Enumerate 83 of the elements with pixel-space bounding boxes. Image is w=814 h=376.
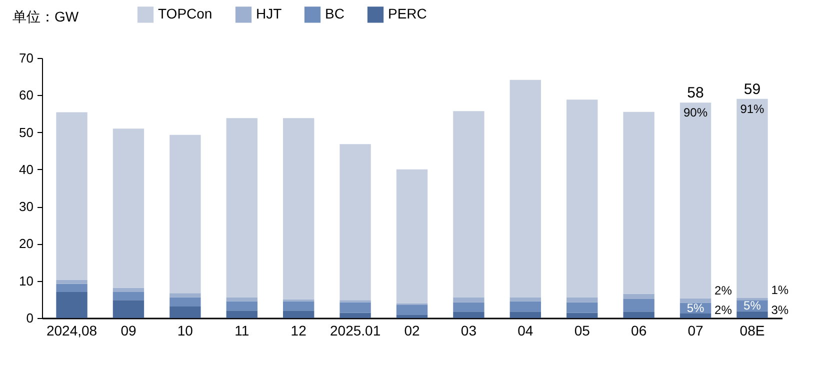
annotation: 5% <box>686 301 705 316</box>
y-tick-label: 60 <box>19 88 34 103</box>
bar <box>226 297 258 302</box>
bar <box>453 312 484 318</box>
y-tick-label: 70 <box>19 50 34 66</box>
bar <box>623 299 654 312</box>
annotation: 90% <box>684 106 708 120</box>
bar <box>112 300 144 318</box>
bar <box>226 310 258 318</box>
legend-label: TOPCon <box>158 6 212 22</box>
bar <box>510 301 542 312</box>
bar <box>282 301 314 311</box>
bar <box>282 310 314 318</box>
bar <box>453 302 484 312</box>
legend-label: PERC <box>388 6 427 22</box>
x-tick-label: 03 <box>460 322 477 338</box>
x-tick-label: 10 <box>177 322 194 338</box>
bar <box>340 302 371 313</box>
bar <box>340 144 371 300</box>
y-tick-label: 0 <box>26 310 34 326</box>
annotation: 2% <box>714 303 732 317</box>
x-tick-label: 04 <box>518 322 534 338</box>
annotation: 3% <box>771 303 789 317</box>
y-tick-label: 40 <box>19 162 34 177</box>
bar <box>453 297 484 302</box>
bar <box>396 315 428 318</box>
y-tick-label: 10 <box>19 273 34 288</box>
bar <box>112 292 144 300</box>
bar <box>623 312 654 318</box>
y-axis-title: 单位：GW <box>12 8 80 24</box>
bar <box>56 280 88 284</box>
annotation: 5% <box>744 298 762 313</box>
bar <box>566 312 598 318</box>
x-tick-label: 06 <box>631 322 647 338</box>
bar <box>566 100 598 298</box>
bar <box>680 298 712 303</box>
bar <box>510 297 542 302</box>
bar <box>510 80 542 298</box>
bar <box>680 102 712 298</box>
bar <box>112 288 144 292</box>
x-tick-label: 05 <box>574 322 590 338</box>
bar <box>623 112 654 294</box>
bar <box>566 302 598 313</box>
bar <box>56 292 88 318</box>
bar <box>170 134 201 294</box>
bar <box>510 312 542 318</box>
legend-label: BC <box>325 6 344 22</box>
bar <box>566 297 598 302</box>
x-tick-label: 02 <box>404 322 420 338</box>
bar <box>340 312 371 318</box>
annotation: 91% <box>740 102 765 116</box>
bar <box>170 297 201 306</box>
bar <box>680 314 712 318</box>
y-tick-label: 20 <box>19 236 34 252</box>
bar <box>396 304 428 316</box>
annotation: 1% <box>771 282 789 297</box>
x-tick-label: 2024,08 <box>46 322 98 338</box>
bar <box>170 293 201 298</box>
x-tick-label: 08E <box>740 322 765 338</box>
y-tick-label: 30 <box>19 199 34 214</box>
bar <box>736 98 768 298</box>
bar <box>282 118 314 300</box>
bar <box>453 111 484 298</box>
x-tick-label: 2025.01 <box>330 322 381 338</box>
bar <box>112 128 144 288</box>
bar <box>170 306 201 318</box>
bar <box>736 298 768 300</box>
x-tick-label: 09 <box>120 322 136 338</box>
y-tick-label: 50 <box>19 124 34 140</box>
bar <box>396 169 428 304</box>
annotation: 2% <box>714 283 732 298</box>
legend-label: HJT <box>256 6 282 22</box>
bar <box>623 294 654 300</box>
x-tick-label: 12 <box>290 322 307 338</box>
bar <box>226 301 258 311</box>
total-label: 58 <box>687 84 704 102</box>
x-tick-label: 11 <box>234 322 250 338</box>
bar <box>226 118 258 298</box>
total-label: 59 <box>744 80 761 98</box>
bar <box>56 284 88 292</box>
x-tick-label: 07 <box>688 322 704 338</box>
bar <box>736 311 768 318</box>
bar <box>56 112 88 280</box>
